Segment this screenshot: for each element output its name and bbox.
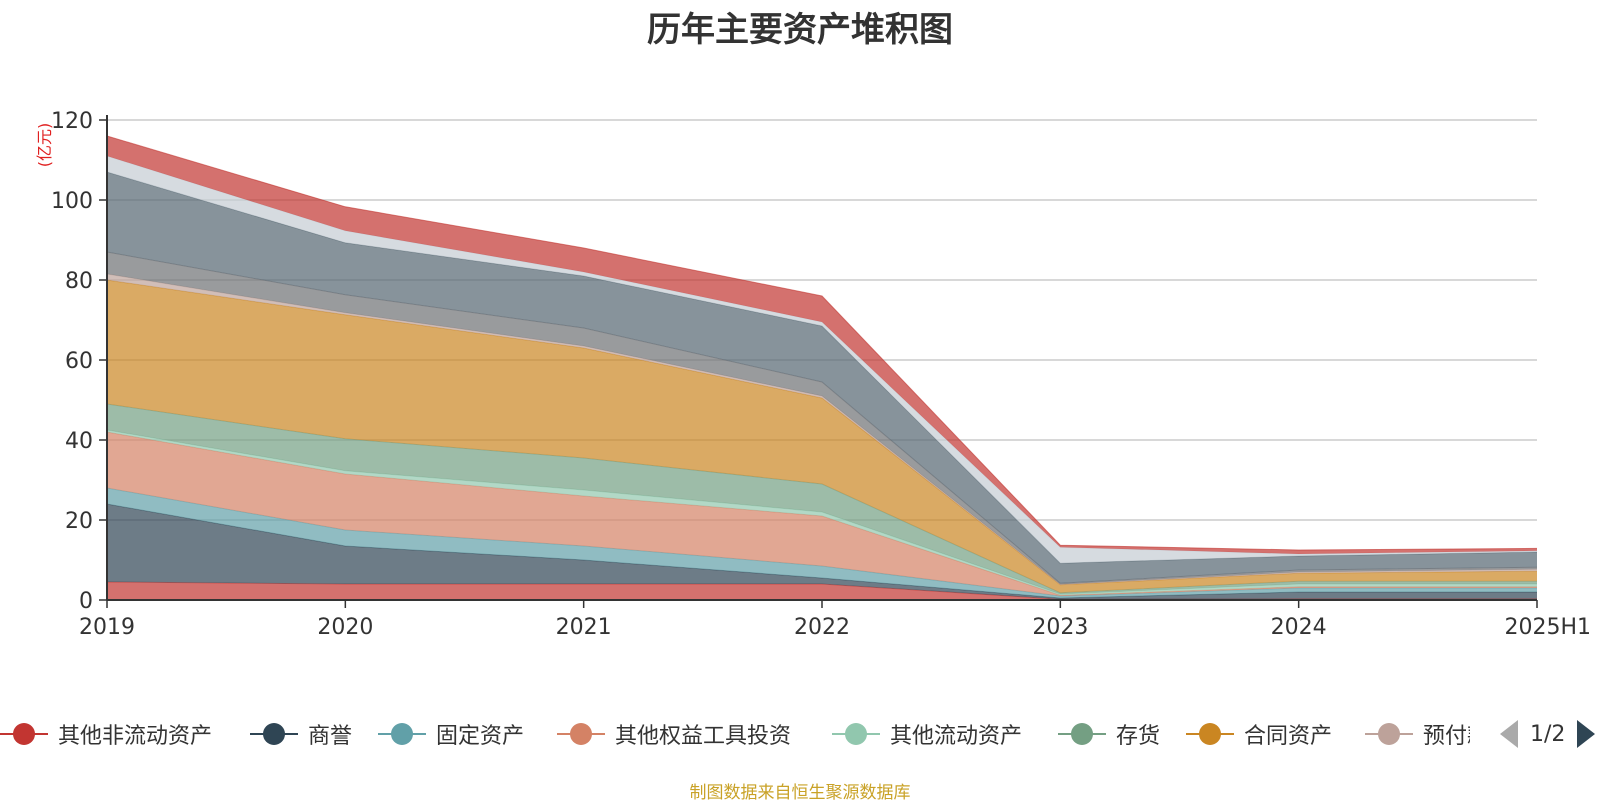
y-tick-label: 120	[51, 109, 93, 134]
area-series-8[interactable]	[107, 252, 1537, 585]
y-tick-label: 40	[65, 429, 93, 454]
legend: 其他非流动资产 商誉 固定资产 其他权益工具投资 其他流动资产 存货 合同资产 预付款项 1/…	[0, 714, 1600, 754]
legend-item[interactable]: 合同资产	[1186, 714, 1332, 754]
x-tick-label: 2020	[317, 615, 373, 640]
y-tick-label: 0	[79, 589, 93, 614]
chart-title: 历年主要资产堆积图	[647, 10, 953, 50]
axes: 0 20 40 60 80 100 120 2019 2020 2021 2022 2023 2024 2…	[51, 109, 1591, 640]
stacked-area-chart: 0 20 40 60 80 100 120 2019 2020 2021 2022 2023 2024 2…	[35, 109, 1591, 640]
legend-label: 存货	[1116, 724, 1161, 749]
legend-item[interactable]: 其他流动资产	[832, 714, 1022, 754]
x-tick-label: 2023	[1032, 615, 1088, 640]
legend-page-indicator: 1/2	[1530, 721, 1566, 747]
area-series-3[interactable]	[107, 432, 1537, 596]
legend-symbol-icon	[1186, 714, 1234, 754]
legend-item[interactable]: 其他非流动资产	[0, 714, 212, 754]
area-series-edge-11	[106, 135, 1538, 551]
legend-item[interactable]: 固定资产	[378, 714, 524, 754]
y-tick-label: 20	[65, 509, 93, 534]
area-series-11[interactable]	[107, 136, 1537, 554]
source-note: 制图数据来自恒生聚源数据库	[689, 783, 911, 803]
area-series	[106, 135, 1538, 600]
area-series-9[interactable]	[107, 172, 1537, 584]
legend-symbol-icon	[250, 714, 298, 754]
x-tick-label: 2019	[79, 615, 135, 640]
area-series-4[interactable]	[107, 430, 1537, 596]
x-tick-label: 2022	[794, 615, 850, 640]
legend-label: 合同资产	[1244, 724, 1333, 749]
legend-item[interactable]: 商誉	[250, 714, 352, 754]
legend-label: 商誉	[308, 724, 353, 749]
legend-prev-page-icon[interactable]	[1500, 720, 1518, 748]
x-tick-label: 2025H1	[1504, 615, 1591, 640]
legend-label: 其他非流动资产	[58, 724, 213, 749]
legend-label: 固定资产	[436, 724, 525, 749]
legend-symbol-icon	[378, 714, 426, 754]
area-series-10[interactable]	[107, 156, 1537, 564]
legend-symbol-icon	[0, 714, 48, 754]
y-tick-label: 100	[51, 189, 93, 214]
legend-item[interactable]: 存货	[1058, 714, 1160, 754]
legend-symbol-icon	[1058, 714, 1106, 754]
y-tick-label: 60	[65, 349, 93, 374]
legend-symbol-icon	[1365, 714, 1413, 754]
x-tick-label: 2021	[556, 615, 612, 640]
area-series-1[interactable]	[107, 504, 1537, 600]
y-tick-label: 80	[65, 269, 93, 294]
legend-label: 其他权益工具投资	[615, 724, 792, 749]
area-series-5[interactable]	[107, 404, 1537, 594]
y-axis-label: (亿元)	[35, 123, 54, 168]
area-series-6[interactable]	[107, 280, 1537, 593]
legend-item[interactable]: 预付款项	[1365, 714, 1470, 754]
area-series-0[interactable]	[107, 582, 1537, 600]
legend-label: 其他流动资产	[890, 724, 1023, 749]
legend-items: 其他非流动资产 商誉 固定资产 其他权益工具投资 其他流动资产 存货 合同资产 预付款项	[0, 714, 1470, 754]
legend-symbol-icon	[557, 714, 605, 754]
legend-next-page-icon[interactable]	[1577, 720, 1596, 748]
legend-symbol-icon	[832, 714, 880, 754]
legend-pager: 1/2	[1500, 714, 1596, 754]
legend-item[interactable]: 其他权益工具投资	[557, 714, 791, 754]
area-series-2[interactable]	[107, 488, 1537, 598]
legend-label: 预付款项	[1423, 724, 1470, 749]
x-tick-label: 2024	[1271, 615, 1327, 640]
